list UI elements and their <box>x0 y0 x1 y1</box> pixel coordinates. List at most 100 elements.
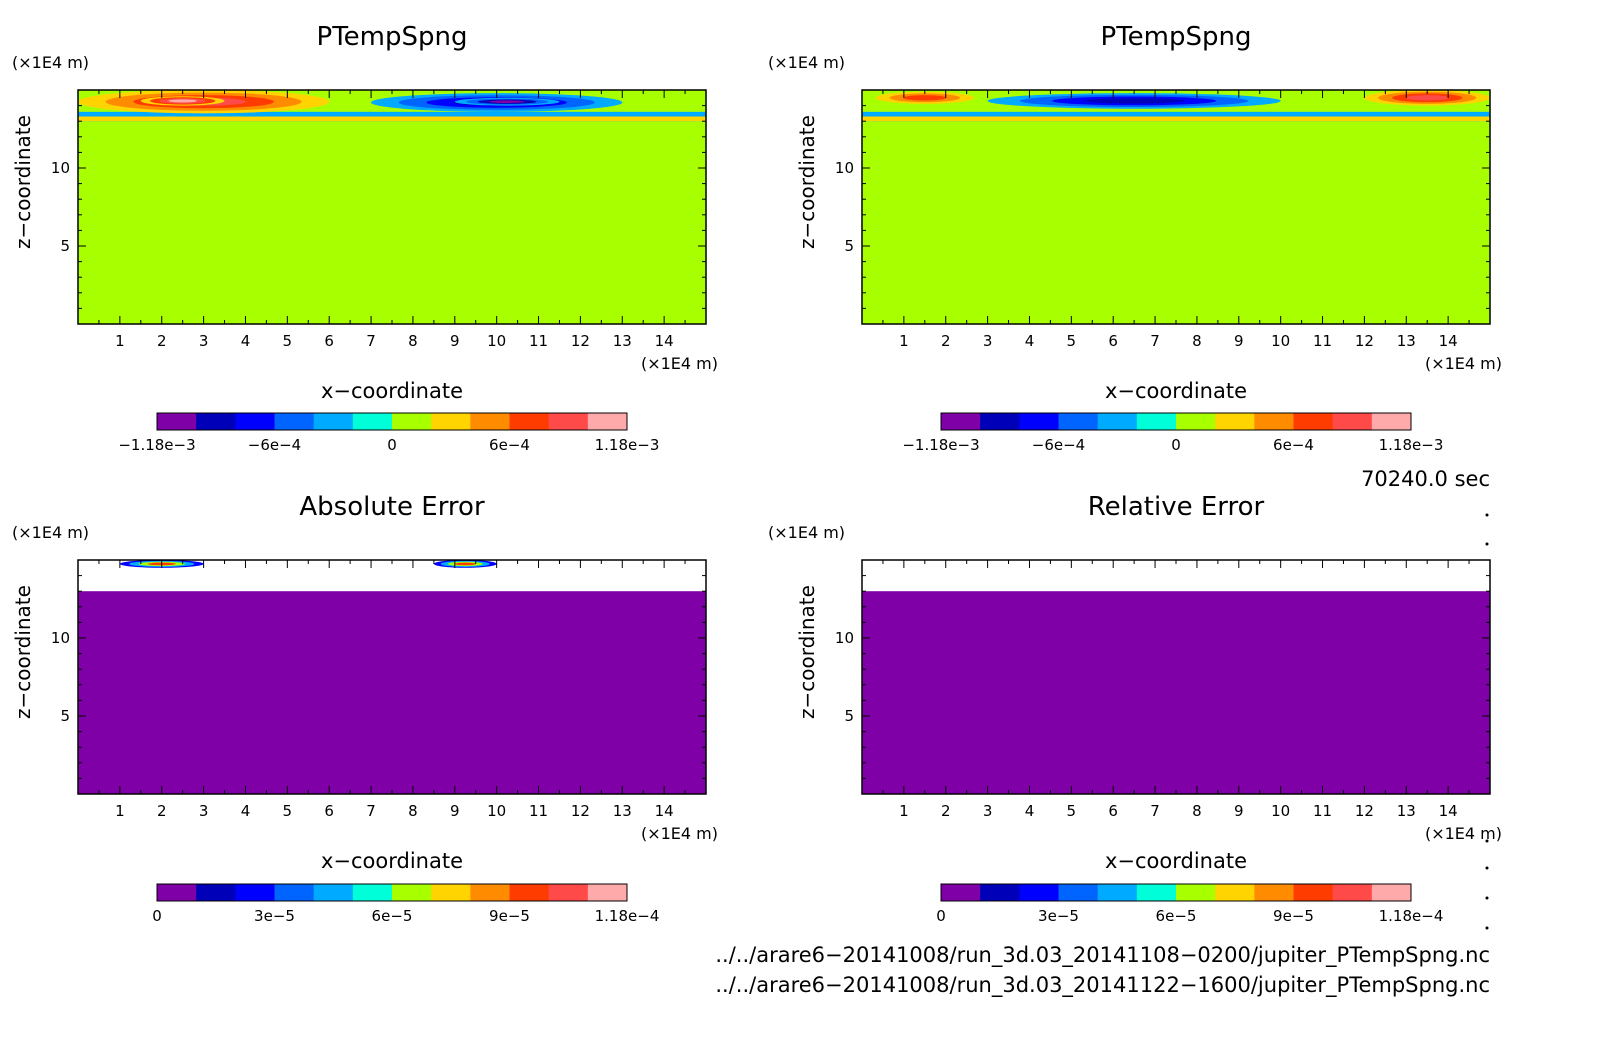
x-tick-label: 4 <box>1025 332 1035 350</box>
x-tick-label: 7 <box>366 802 376 820</box>
field-feature <box>454 562 476 566</box>
colorbar-cell <box>157 884 197 901</box>
colorbar-tick-label: 0 <box>387 436 397 454</box>
colorbar-tick-label: 9e−5 <box>1273 907 1314 925</box>
field-feature <box>168 99 197 103</box>
colorbar-cell <box>235 413 275 430</box>
colorbar-tick-label: 9e−5 <box>489 907 530 925</box>
chart-title: PTempSpng <box>1101 22 1252 52</box>
colorbar-tick-label: 3e−5 <box>254 907 295 925</box>
x-tick-label: 2 <box>941 802 951 820</box>
colorbar-cell <box>1019 884 1059 901</box>
colorbar-cell <box>470 884 510 901</box>
colorbar-tick-label: 1.18e−4 <box>595 907 660 925</box>
x-tick-label: 2 <box>157 802 167 820</box>
x-tick-label: 11 <box>529 332 548 350</box>
x-tick-label: 2 <box>941 332 951 350</box>
x-tick-label: 5 <box>1067 802 1077 820</box>
colorbar-tick-label: 0 <box>152 907 162 925</box>
x-axis-unit: (×1E4 m) <box>641 354 718 373</box>
field-background <box>862 560 1490 794</box>
y-tick-label: 10 <box>51 159 70 177</box>
x-tick-label: 3 <box>199 802 209 820</box>
x-tick-label: 10 <box>1271 802 1290 820</box>
x-axis-unit: (×1E4 m) <box>1425 354 1502 373</box>
colorbar-frame <box>156 883 628 902</box>
colorbar-cell <box>1371 884 1412 901</box>
colorbar-cell <box>587 884 628 901</box>
colorbar-cell <box>587 413 628 430</box>
plot-area <box>862 90 1490 324</box>
colorbar-tick-label: 6e−5 <box>372 907 413 925</box>
x-tick-label: 8 <box>1192 802 1202 820</box>
colorbar-cell <box>941 884 981 901</box>
colorbar-tick-label: −1.18e−3 <box>118 436 195 454</box>
x-axis-unit: (×1E4 m) <box>641 824 718 843</box>
colorbar-cell <box>313 413 354 430</box>
chart-title: Absolute Error <box>299 492 485 522</box>
colorbar-cell <box>1371 413 1412 430</box>
colorbar-tick-label: −1.18e−3 <box>902 436 979 454</box>
colorbar-cell <box>1176 413 1216 430</box>
x-tick-label: 5 <box>283 332 293 350</box>
y-tick-label: 5 <box>60 237 70 255</box>
panel-1: 1 2 3 4 5 6 7 8 9 10 11 12 13 14510PTempSpngx−coordin… <box>11 22 718 454</box>
chart-title: PTempSpng <box>317 22 468 52</box>
x-axis-label: x−coordinate <box>321 379 463 403</box>
margin-dot <box>1485 513 1489 517</box>
field-feature <box>489 100 525 104</box>
x-tick-label: 14 <box>1439 332 1458 350</box>
y-tick-label: 10 <box>835 629 854 647</box>
x-tick-label: 7 <box>1150 332 1160 350</box>
x-tick-label: 12 <box>571 802 590 820</box>
x-tick-label: 6 <box>324 332 334 350</box>
colorbar-cell <box>431 884 471 901</box>
colorbar-cell <box>470 413 510 430</box>
colorbar-cell <box>274 884 315 901</box>
colorbar-cell <box>941 413 981 430</box>
x-tick-label: 12 <box>1355 332 1374 350</box>
colorbar-cell <box>1293 884 1334 901</box>
x-tick-label: 14 <box>655 802 674 820</box>
colorbar-cell <box>1097 884 1138 901</box>
x-tick-label: 13 <box>613 802 632 820</box>
x-tick-label: 5 <box>283 802 293 820</box>
x-tick-label: 8 <box>1192 332 1202 350</box>
x-tick-label: 4 <box>241 802 251 820</box>
colorbar-tick-label: 6e−4 <box>1273 436 1314 454</box>
margin-dot <box>1485 896 1489 900</box>
x-tick-label: 9 <box>1234 332 1244 350</box>
x-tick-label: 11 <box>1313 332 1332 350</box>
colorbar-cell <box>1136 413 1177 430</box>
x-tick-label: 7 <box>366 332 376 350</box>
colorbar-cell <box>1019 413 1059 430</box>
x-tick-label: 10 <box>1271 332 1290 350</box>
y-axis-unit: (×1E4 m) <box>768 523 845 542</box>
y-tick-label: 5 <box>844 707 854 725</box>
x-axis-unit: (×1E4 m) <box>1425 824 1502 843</box>
colorbar-tick-label: 6e−5 <box>1156 907 1197 925</box>
colorbar-cell <box>274 413 315 430</box>
colorbar-cell <box>392 884 432 901</box>
x-axis-label: x−coordinate <box>1105 379 1247 403</box>
y-axis-label: z−coordinate <box>11 585 35 719</box>
colorbar-cell <box>1097 413 1138 430</box>
colorbar-tick-label: −6e−4 <box>248 436 301 454</box>
x-tick-label: 10 <box>487 332 506 350</box>
colorbar-frame <box>940 412 1412 431</box>
colorbar-cell <box>196 884 236 901</box>
y-axis-label: z−coordinate <box>795 585 819 719</box>
time-label: 70240.0 sec <box>1361 467 1490 491</box>
x-axis-label: x−coordinate <box>321 849 463 873</box>
y-axis-unit: (×1E4 m) <box>768 53 845 72</box>
x-axis-label: x−coordinate <box>1105 849 1247 873</box>
field-feature <box>1084 98 1184 104</box>
colorbar-tick-label: 1.18e−3 <box>595 436 660 454</box>
x-tick-label: 7 <box>1150 802 1160 820</box>
colorbar-tick-label: 1.18e−4 <box>1379 907 1444 925</box>
field-feature <box>903 95 947 101</box>
x-tick-label: 13 <box>1397 802 1416 820</box>
x-tick-label: 1 <box>115 802 125 820</box>
y-axis-label: z−coordinate <box>11 115 35 249</box>
